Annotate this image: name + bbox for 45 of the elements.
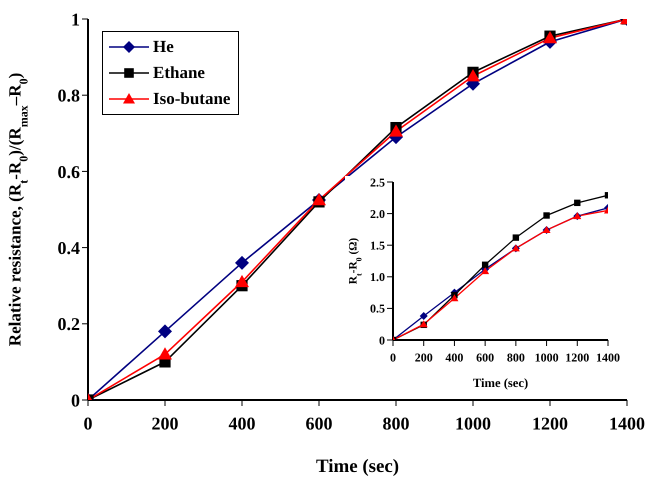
x-tick-label: 600: [476, 350, 494, 365]
point: [389, 124, 403, 137]
y-tick-label: 0.6: [58, 162, 80, 182]
point: [466, 69, 480, 82]
x-axis-title: Time (sec): [472, 376, 528, 390]
point: [158, 347, 172, 360]
x-tick-label: 0: [84, 414, 92, 434]
point: [235, 256, 249, 270]
point: [235, 274, 249, 288]
y-tick-label: 0: [379, 333, 385, 348]
y-tick-label: 1.5: [370, 238, 385, 252]
x-tick-label: 0: [390, 350, 396, 365]
x-tick-label: 400: [445, 350, 464, 365]
point: [450, 294, 458, 302]
y-tick-label: 1: [71, 9, 80, 30]
point: [482, 262, 488, 268]
x-tick-label: 400: [228, 414, 256, 434]
x-tick-label: 1400: [609, 414, 645, 434]
point: [543, 212, 550, 219]
x-tick-label: 200: [152, 414, 178, 434]
x-tick-label: 1000: [455, 414, 491, 434]
x-axis-title: Time (sec): [316, 456, 400, 477]
y-tick-label: 2.0: [370, 206, 385, 221]
x-tick-label: 1000: [534, 350, 559, 365]
y-tick-label: 0.5: [370, 302, 385, 316]
legend-label: Ethane: [153, 63, 205, 83]
point: [574, 200, 580, 206]
x-tick-label: 200: [414, 350, 433, 365]
y-tick-label: 0.2: [58, 314, 80, 334]
x-tick-label: 800: [506, 350, 525, 365]
y-tick-label: 0.8: [58, 86, 80, 106]
point: [512, 234, 520, 241]
x-tick-label: 600: [306, 414, 332, 434]
x-tick-label: 1200: [565, 350, 590, 365]
legend-label: Iso-butane: [153, 89, 230, 109]
y-tick-label: 2.5: [370, 175, 385, 190]
legend-label: He: [153, 37, 174, 57]
point: [158, 324, 172, 338]
point: [420, 312, 428, 320]
y-tick-label: 0: [71, 390, 80, 410]
x-tick-label: 1400: [596, 350, 620, 365]
y-tick-label: 0.4: [58, 238, 80, 258]
x-tick-label: 1200: [532, 414, 568, 434]
y-tick-label: 1.0: [370, 270, 385, 284]
x-tick-label: 800: [382, 414, 410, 434]
